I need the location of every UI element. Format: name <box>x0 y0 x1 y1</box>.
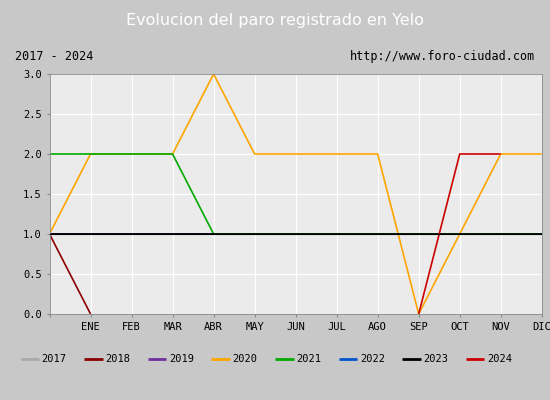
Text: http://www.foro-ciudad.com: http://www.foro-ciudad.com <box>350 50 535 63</box>
Text: 2019: 2019 <box>169 354 194 364</box>
Text: 2017: 2017 <box>42 354 67 364</box>
Text: 2022: 2022 <box>360 354 385 364</box>
Text: 2018: 2018 <box>106 354 130 364</box>
Text: 2023: 2023 <box>424 354 448 364</box>
Text: 2017 - 2024: 2017 - 2024 <box>15 50 94 63</box>
Text: Evolucion del paro registrado en Yelo: Evolucion del paro registrado en Yelo <box>126 14 424 28</box>
Text: 2021: 2021 <box>296 354 321 364</box>
Text: 2024: 2024 <box>487 354 512 364</box>
Text: 2020: 2020 <box>233 354 257 364</box>
